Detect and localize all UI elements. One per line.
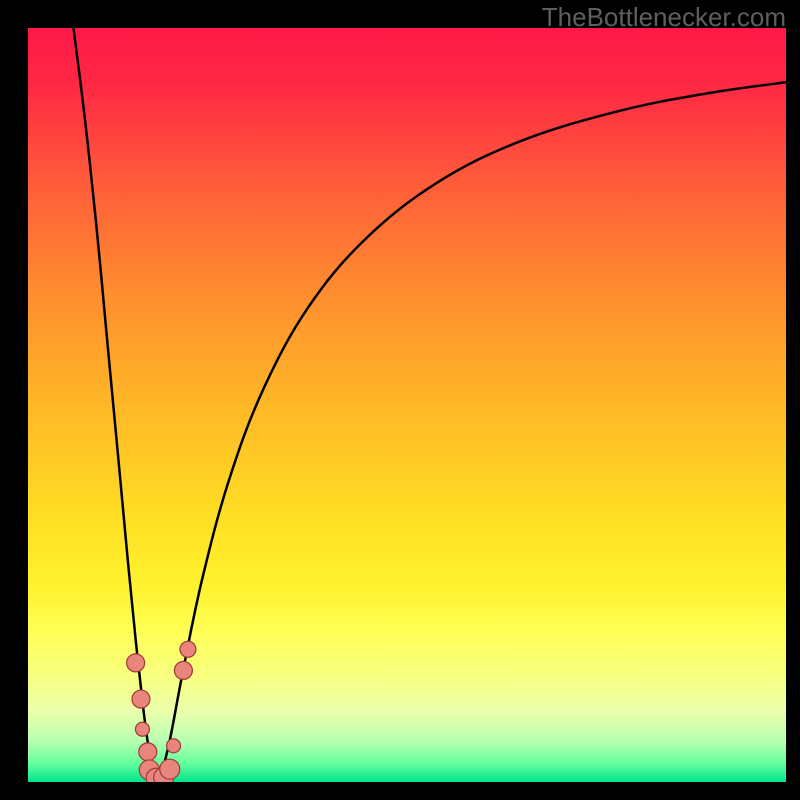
- curve-left-branch: [73, 28, 157, 779]
- data-marker: [132, 690, 150, 708]
- data-marker: [180, 641, 196, 657]
- bottleneck-curve-svg: [28, 28, 786, 782]
- curve-right-branch: [158, 82, 786, 779]
- data-marker: [167, 739, 181, 753]
- plot-area: [28, 28, 786, 782]
- data-marker: [139, 743, 157, 761]
- data-marker: [160, 759, 180, 779]
- data-markers: [127, 641, 196, 782]
- data-marker: [174, 661, 192, 679]
- data-marker: [135, 722, 149, 736]
- data-marker: [127, 654, 145, 672]
- chart-stage: TheBottlenecker.com: [0, 0, 800, 800]
- watermark-text: TheBottlenecker.com: [542, 2, 786, 33]
